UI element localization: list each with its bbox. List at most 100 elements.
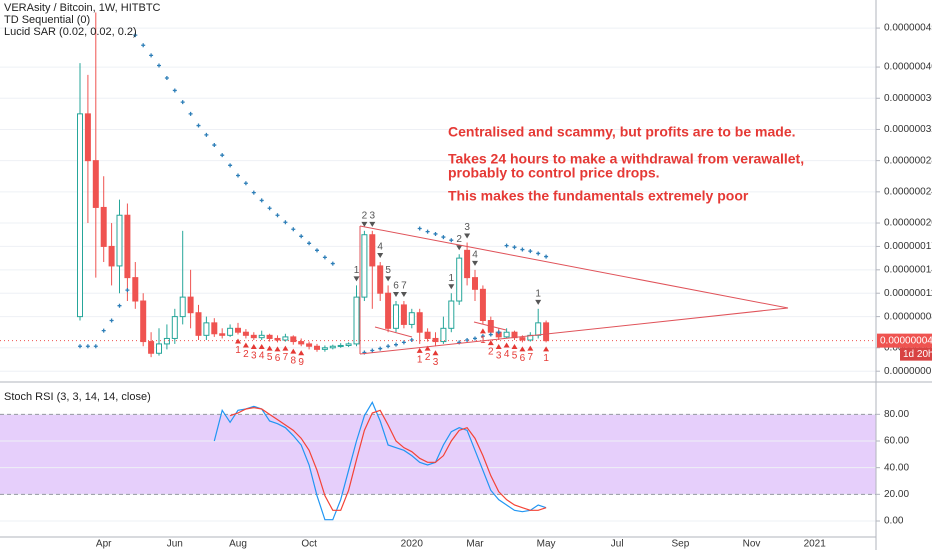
td-label: 1 [543, 353, 549, 364]
y-tick-label: 0.0000002800 [884, 155, 932, 166]
annotation-text: This makes the fundamentals extremely po… [448, 188, 749, 204]
candle-body [140, 300, 147, 343]
x-tick-label: Aug [229, 539, 247, 550]
sar-point [394, 342, 398, 347]
td-marker [511, 344, 518, 350]
sar-point [196, 123, 201, 128]
td-marker [235, 338, 241, 344]
candle-body [266, 334, 273, 339]
trend-line [473, 321, 507, 331]
candle-body [242, 331, 249, 336]
x-tick-label: Oct [301, 539, 317, 550]
sar-point [133, 33, 138, 38]
td-marker [385, 276, 392, 282]
annotation-text: probably to control price drops. [448, 165, 660, 181]
td-label: 3 [433, 357, 439, 368]
candle-body [306, 343, 313, 347]
sar-point [78, 344, 82, 349]
td-label: 1 [449, 273, 455, 284]
td-label: 3 [251, 351, 257, 362]
sar-point [164, 75, 169, 80]
y-tick-label: 80.00 [884, 409, 909, 420]
y-tick-label: 0.0000003600 [884, 93, 932, 104]
td-marker [424, 345, 431, 351]
x-tick-label: Mar [466, 539, 484, 550]
candle-body [456, 257, 463, 302]
sar-point [291, 227, 296, 232]
sar-point [299, 234, 304, 239]
td-marker [361, 221, 368, 227]
annotation-text: Centralised and scammy, but profits are … [448, 124, 796, 140]
td-label: 7 [528, 352, 534, 363]
td-label: 7 [401, 281, 407, 292]
candle-body [298, 341, 305, 345]
y-tick-label: 20.00 [884, 489, 909, 500]
stoch-line [213, 401, 547, 521]
sar-point [417, 226, 422, 231]
x-tick-label: Apr [96, 539, 112, 550]
sar-point [544, 254, 549, 259]
y-tick-label: 0.0000004500 [884, 23, 932, 34]
candle-body [408, 312, 415, 325]
y-tick-label: 0.0000003200 [884, 124, 932, 135]
sar-point [117, 303, 122, 308]
y-tick-label: 0.0000002000 [884, 218, 932, 229]
candle-body [400, 304, 407, 325]
td-label: 2 [488, 347, 494, 358]
td-label: 1 [535, 288, 541, 299]
td-label: 2 [243, 349, 249, 360]
sar-point [465, 338, 470, 343]
candle-body [203, 322, 210, 336]
sar-point [93, 344, 98, 349]
td-marker [290, 348, 297, 354]
td-label: 6 [275, 353, 281, 364]
indicator-label: Stoch RSI (3, 3, 14, 14, close) [4, 391, 151, 403]
candle-body [92, 160, 99, 208]
sar-point [512, 245, 517, 250]
candle-body [416, 312, 423, 333]
sar-point [243, 181, 248, 186]
td-marker [464, 233, 471, 239]
td-label: 3 [464, 222, 470, 233]
td-marker [495, 344, 502, 350]
indicator-label: Lucid SAR (0.02, 0.02, 0.2) [4, 26, 137, 38]
td-label: 4 [259, 351, 265, 362]
td-marker [479, 328, 486, 334]
td-label: 2 [456, 234, 462, 245]
candle-body [345, 343, 352, 346]
candle-body [250, 334, 257, 339]
y-tick-label: 0.00 [884, 516, 904, 527]
candle-body [187, 296, 194, 314]
td-marker [472, 260, 478, 266]
sar-point [220, 153, 225, 158]
td-label: 1 [235, 345, 241, 356]
x-tick-label: Jun [167, 539, 183, 550]
sar-point [480, 334, 485, 339]
candle-body [448, 300, 455, 329]
candle-body [503, 331, 510, 338]
x-tick-label: 2020 [401, 539, 424, 550]
td-marker [250, 344, 257, 350]
y-tick-label: 60.00 [884, 436, 909, 447]
sar-point [101, 328, 106, 333]
candle-body [156, 343, 162, 354]
candle-body [321, 347, 328, 350]
td-marker [456, 245, 463, 251]
td-label: 5 [267, 352, 273, 363]
x-tick-label: Nov [743, 539, 761, 550]
td-marker [242, 342, 249, 348]
td-label: 7 [283, 352, 289, 363]
td-marker [432, 350, 439, 356]
candle-body [543, 322, 550, 342]
sar-point [536, 251, 541, 256]
stoch-line [229, 407, 547, 511]
td-marker [543, 346, 550, 352]
sar-point [441, 235, 446, 240]
candle-body [519, 337, 526, 341]
sar-point [449, 238, 454, 243]
overbought-band [0, 414, 876, 495]
sar-point [322, 255, 327, 260]
sar-point [259, 198, 264, 203]
sar-point [401, 340, 406, 345]
sar-point [188, 111, 193, 116]
